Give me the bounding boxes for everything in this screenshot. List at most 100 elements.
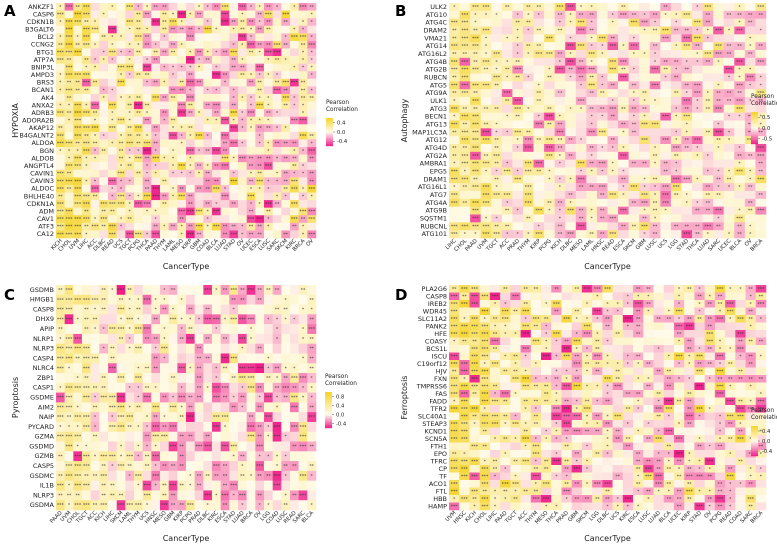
row-label: SQSTM1 — [420, 214, 447, 222]
heatmap-cell — [186, 18, 195, 27]
heatmap-cell — [575, 42, 587, 51]
heatmap-cell — [186, 192, 195, 201]
heatmap-cell — [255, 461, 265, 472]
heatmap-cell — [255, 324, 265, 335]
significance-mark: ** — [309, 133, 314, 139]
heatmap-cell — [220, 230, 230, 239]
heatmap-cell — [607, 206, 619, 215]
heatmap-cell — [607, 198, 619, 207]
heatmap-cell — [290, 63, 299, 72]
heatmap-cell — [125, 86, 135, 95]
significance-mark: * — [686, 91, 689, 97]
heatmap-cell — [622, 382, 634, 391]
heatmap-cell — [684, 397, 695, 406]
significance-mark: *** — [126, 454, 134, 460]
significance-mark: * — [163, 415, 166, 421]
heatmap-cell — [99, 207, 109, 216]
heatmap-cell — [618, 34, 629, 43]
significance-mark: * — [120, 186, 123, 192]
heatmap-cell — [82, 500, 91, 511]
heatmap-cell — [479, 337, 491, 346]
heatmap-cell — [586, 159, 598, 168]
heatmap-cell — [643, 390, 654, 398]
legend-tick-label: 0.0 — [762, 126, 770, 132]
significance-mark: * — [215, 50, 218, 56]
heatmap-cell — [99, 294, 109, 305]
heatmap-cell — [177, 343, 187, 354]
heatmap-cell — [714, 337, 726, 346]
row-label: DRAM2 — [424, 26, 447, 34]
significance-mark: *** — [504, 91, 512, 97]
significance-mark: ** — [249, 224, 254, 230]
row-label: BCL2 — [37, 33, 54, 41]
heatmap-cell — [134, 412, 143, 423]
row-label: APIP — [40, 325, 54, 333]
heatmap-cell — [470, 183, 481, 192]
significance-mark: * — [276, 376, 279, 382]
heatmap-cell — [480, 144, 492, 153]
heatmap-cell — [561, 322, 573, 331]
heatmap-cell — [116, 421, 126, 433]
heatmap-cell — [212, 147, 221, 155]
heatmap-cell — [194, 124, 204, 133]
heatmap-cell — [220, 470, 230, 481]
heatmap-cell — [90, 48, 100, 57]
heatmap-cell — [82, 314, 91, 325]
heatmap-cell — [607, 120, 619, 129]
significance-mark: ** — [579, 12, 584, 18]
heatmap-cell — [212, 3, 221, 11]
heatmap-cell — [246, 431, 256, 442]
row-label: ADORA2B — [22, 117, 54, 125]
significance-mark: * — [559, 208, 562, 214]
heatmap-cell — [586, 42, 598, 51]
significance-mark: ** — [93, 503, 98, 509]
heatmap-cell — [168, 86, 178, 95]
heatmap-cell — [168, 200, 178, 208]
significance-mark: ** — [110, 483, 115, 489]
significance-mark: * — [696, 52, 699, 58]
heatmap-cell — [186, 363, 195, 374]
heatmap-cell — [264, 56, 273, 64]
heatmap-cell — [56, 169, 65, 178]
significance-mark: *** — [66, 473, 74, 479]
heatmap-cell — [734, 120, 746, 129]
heatmap-cell — [246, 470, 256, 481]
significance-mark: *** — [514, 99, 522, 105]
heatmap-cell — [229, 421, 239, 433]
heatmap-cell — [581, 300, 593, 308]
heatmap-cell — [702, 73, 714, 82]
heatmap-cell — [142, 402, 152, 413]
heatmap-cell — [565, 167, 577, 176]
heatmap-cell — [168, 294, 178, 305]
significance-mark: * — [485, 44, 488, 50]
heatmap-cell — [681, 97, 693, 106]
heatmap-cell — [596, 34, 608, 43]
significance-mark: *** — [152, 405, 160, 411]
heatmap-cell — [469, 367, 480, 376]
heatmap-cell — [533, 104, 545, 113]
heatmap-cell — [151, 294, 161, 305]
significance-mark: * — [738, 67, 741, 73]
heatmap-cell — [459, 42, 471, 51]
heatmap-cell — [684, 375, 695, 383]
heatmap-cell — [592, 345, 603, 353]
heatmap-cell — [64, 451, 74, 462]
heatmap-cell — [255, 71, 265, 80]
heatmap-cell — [544, 191, 555, 200]
significance-mark: *** — [57, 297, 65, 303]
significance-mark: ** — [257, 224, 262, 230]
legend-gradient-step — [325, 404, 332, 406]
heatmap-cell — [551, 315, 562, 323]
heatmap-cell — [255, 109, 265, 118]
heatmap-cell — [160, 33, 169, 42]
heatmap-cell — [713, 222, 725, 231]
heatmap-cell — [520, 360, 532, 368]
heatmap-cell — [489, 345, 501, 353]
significance-mark: ** — [214, 111, 219, 117]
significance-mark: * — [224, 424, 227, 430]
significance-mark: ** — [257, 385, 262, 391]
heatmap-cell — [73, 421, 83, 433]
heatmap-cell — [290, 480, 299, 491]
heatmap-cell — [491, 136, 503, 145]
heatmap-cell — [168, 154, 178, 163]
